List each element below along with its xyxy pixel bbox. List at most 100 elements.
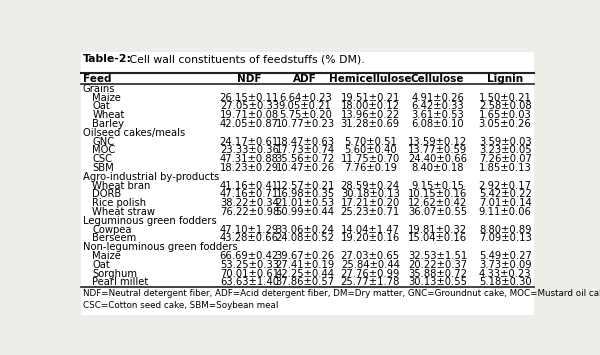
Text: 41.16±0.41: 41.16±0.41	[220, 181, 279, 191]
Text: 18.00±0.12: 18.00±0.12	[341, 102, 400, 111]
Text: 23.33±0.36: 23.33±0.36	[220, 145, 279, 155]
Text: 3.73±0.09: 3.73±0.09	[479, 260, 532, 270]
Text: 9.11±0.06: 9.11±0.06	[479, 207, 532, 217]
Text: 27.05±0.33: 27.05±0.33	[220, 102, 279, 111]
Text: Barley: Barley	[92, 119, 124, 129]
Text: Wheat: Wheat	[92, 110, 125, 120]
Text: 39.67±0.26: 39.67±0.26	[275, 251, 335, 261]
Text: 10.47±0.26: 10.47±0.26	[275, 163, 335, 173]
Text: 15.04±0.16: 15.04±0.16	[408, 233, 467, 243]
Text: 5.60±0.40: 5.60±0.40	[344, 145, 397, 155]
Text: 1.85±0.13: 1.85±0.13	[479, 163, 532, 173]
Text: 21.01±0.53: 21.01±0.53	[275, 198, 335, 208]
Text: 66.69±0.42: 66.69±0.42	[220, 251, 279, 261]
Text: 2.92±0.17: 2.92±0.17	[479, 181, 532, 191]
Text: 19.51±0.21: 19.51±0.21	[341, 93, 400, 103]
Text: 5.49±0.27: 5.49±0.27	[479, 251, 532, 261]
Text: 17.73±0.74: 17.73±0.74	[275, 145, 335, 155]
Text: 14.04±1.47: 14.04±1.47	[341, 224, 400, 235]
Text: 24.40±0.66: 24.40±0.66	[408, 154, 467, 164]
Text: Wheat bran: Wheat bran	[92, 181, 151, 191]
Text: 1.65±0.03: 1.65±0.03	[479, 110, 532, 120]
Text: 24.17±0.61: 24.17±0.61	[220, 137, 279, 147]
Text: 6.42±0.33: 6.42±0.33	[412, 102, 464, 111]
Text: MOC: MOC	[92, 145, 115, 155]
Text: 42.25±0.44: 42.25±0.44	[275, 268, 335, 279]
Text: 3.61±0.53: 3.61±0.53	[412, 110, 464, 120]
Text: 5.75±0.20: 5.75±0.20	[279, 110, 332, 120]
Text: 8.40±0.18: 8.40±0.18	[412, 163, 464, 173]
Text: 7.76±0.19: 7.76±0.19	[344, 163, 397, 173]
Text: Table-2:: Table-2:	[83, 54, 132, 64]
Text: 25.23±0.71: 25.23±0.71	[341, 207, 400, 217]
Text: 16.98±0.35: 16.98±0.35	[275, 189, 335, 200]
Text: 47.10±1.29: 47.10±1.29	[220, 224, 279, 235]
Text: 36.07±0.55: 36.07±0.55	[408, 207, 467, 217]
Text: 35.88±0.72: 35.88±0.72	[408, 268, 467, 279]
Text: 8.80±0.89: 8.80±0.89	[479, 224, 532, 235]
Text: 19.20±0.16: 19.20±0.16	[341, 233, 400, 243]
Text: GNC: GNC	[92, 137, 115, 147]
Text: Wheat straw: Wheat straw	[92, 207, 155, 217]
Text: Agro-industrial by-products: Agro-industrial by-products	[83, 172, 219, 182]
Text: CSC: CSC	[92, 154, 112, 164]
Text: DORB: DORB	[92, 189, 121, 200]
Text: 9.05±0.21: 9.05±0.21	[279, 102, 332, 111]
Text: 10.77±0.23: 10.77±0.23	[275, 119, 335, 129]
Text: 27.41±0.19: 27.41±0.19	[275, 260, 335, 270]
Text: 50.99±0.44: 50.99±0.44	[275, 207, 335, 217]
Text: 76.22±0.98: 76.22±0.98	[220, 207, 279, 217]
Text: 25.77±1.78: 25.77±1.78	[341, 277, 400, 287]
Text: SBM: SBM	[92, 163, 114, 173]
Text: Oat: Oat	[92, 102, 110, 111]
Text: 27.03±0.65: 27.03±0.65	[341, 251, 400, 261]
Text: 17.21±0.20: 17.21±0.20	[341, 198, 400, 208]
Text: Non-leguminous green fodders: Non-leguminous green fodders	[83, 242, 238, 252]
Text: 5.42±0.22: 5.42±0.22	[479, 189, 532, 200]
Text: 3.23±0.05: 3.23±0.05	[479, 145, 532, 155]
Text: 18.23±0.29: 18.23±0.29	[220, 163, 279, 173]
Text: 6.64±0.23: 6.64±0.23	[279, 93, 332, 103]
Text: 26.15±0.11: 26.15±0.11	[220, 93, 279, 103]
Text: 13.96±0.22: 13.96±0.22	[341, 110, 400, 120]
Text: Lignin: Lignin	[487, 73, 523, 83]
Text: 28.59±0.24: 28.59±0.24	[341, 181, 400, 191]
Text: 3.05±0.26: 3.05±0.26	[479, 119, 532, 129]
Text: 12.57±0.21: 12.57±0.21	[275, 181, 335, 191]
Text: 47.16±0.71: 47.16±0.71	[220, 189, 279, 200]
Text: NDF=Neutral detergent fiber, ADF=Acid detergent fiber, DM=Dry matter, GNC=Ground: NDF=Neutral detergent fiber, ADF=Acid de…	[83, 289, 600, 310]
Text: 9.15±0.15: 9.15±0.15	[411, 181, 464, 191]
Text: ADF: ADF	[293, 73, 317, 83]
Text: Cowpea: Cowpea	[92, 224, 132, 235]
Text: 12.62±0.42: 12.62±0.42	[408, 198, 467, 208]
Text: 53.25±0.33: 53.25±0.33	[220, 260, 279, 270]
Text: 70.01±0.61: 70.01±0.61	[220, 268, 279, 279]
Text: 47.31±0.88: 47.31±0.88	[220, 154, 279, 164]
Text: 43.28±0.66: 43.28±0.66	[220, 233, 279, 243]
Text: 2.58±0.08: 2.58±0.08	[479, 102, 532, 111]
Text: 37.86±0.57: 37.86±0.57	[275, 277, 335, 287]
Text: Pearl millet: Pearl millet	[92, 277, 148, 287]
Text: Leguminous green fodders: Leguminous green fodders	[83, 216, 217, 226]
Text: 5.70±0.51: 5.70±0.51	[344, 137, 397, 147]
Text: 27.76±0.99: 27.76±0.99	[341, 268, 400, 279]
Text: 24.08±0.52: 24.08±0.52	[275, 233, 335, 243]
Text: Hemicellulose: Hemicellulose	[329, 73, 412, 83]
Text: Cell wall constituents of feedstuffs (% DM).: Cell wall constituents of feedstuffs (% …	[125, 54, 364, 64]
Text: 33.06±0.24: 33.06±0.24	[276, 224, 335, 235]
Text: 25.84±0.44: 25.84±0.44	[341, 260, 400, 270]
Text: 5.18±0.30: 5.18±0.30	[479, 277, 532, 287]
Text: Oilseed cakes/meals: Oilseed cakes/meals	[83, 128, 185, 138]
Text: 13.77±0.59: 13.77±0.59	[408, 145, 467, 155]
Text: Berseem: Berseem	[92, 233, 136, 243]
Text: 4.91±0.26: 4.91±0.26	[411, 93, 464, 103]
Text: Cellulose: Cellulose	[411, 73, 464, 83]
Text: Oat: Oat	[92, 260, 110, 270]
Text: Maize: Maize	[92, 251, 121, 261]
Text: 1.50±0.21: 1.50±0.21	[479, 93, 532, 103]
Text: 31.28±0.69: 31.28±0.69	[341, 119, 400, 129]
Text: Feed: Feed	[83, 73, 112, 83]
Text: 42.05±0.87: 42.05±0.87	[220, 119, 279, 129]
Text: 11.75±0.70: 11.75±0.70	[341, 154, 400, 164]
Text: Sorghum: Sorghum	[92, 268, 137, 279]
